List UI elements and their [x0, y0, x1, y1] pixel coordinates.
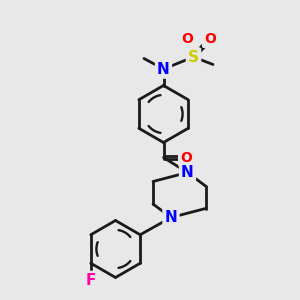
Text: F: F — [85, 273, 96, 288]
Text: O: O — [204, 32, 216, 46]
Text: S: S — [188, 50, 199, 64]
Text: N: N — [157, 61, 170, 76]
Text: N: N — [165, 210, 177, 225]
Text: O: O — [182, 32, 194, 46]
Text: O: O — [180, 151, 192, 164]
Text: N: N — [181, 165, 194, 180]
